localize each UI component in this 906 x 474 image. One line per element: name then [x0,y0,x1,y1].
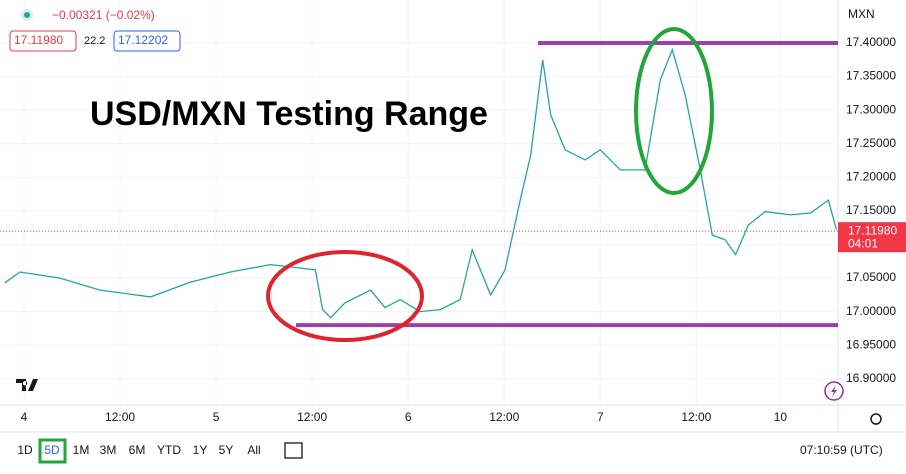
red-ellipse [266,250,424,342]
y-tick-label: 16.95000 [846,337,896,351]
bid-box[interactable] [9,30,77,52]
x-tick-label: 12:00 [297,410,327,424]
ask-box[interactable] [113,30,181,52]
y-tick-label: 17.00000 [846,304,896,318]
x-tick-label: 7 [597,410,604,424]
y-tick-label: 17.35000 [846,69,896,83]
date-range-icon[interactable] [284,442,303,459]
price-line [4,47,838,319]
range-button[interactable]: All [247,443,260,457]
range-active [38,438,67,464]
ask[interactable]: 17.12202 [118,33,168,47]
alert-icon [831,385,837,397]
range-button[interactable]: 1M [73,443,90,457]
y-tick-label: 16.90000 [846,371,896,385]
y-tick-label: 17.25000 [846,136,896,150]
green-ellipse [634,27,714,195]
range-button[interactable]: 5Y [219,443,234,457]
range-button[interactable]: 1D [17,443,33,457]
y-tick-label: 17.05000 [846,270,896,284]
x-tick-label: 10 [774,410,788,424]
status-dot [24,12,30,18]
range-button[interactable]: 3M [100,443,117,457]
currency[interactable]: MXN [848,7,875,21]
x-tick-label: 5 [213,410,220,424]
y-tick-label: 17.40000 [846,35,896,49]
price-change: −0.00321 (−0.02%) [52,8,155,22]
countdown: 04:01 [848,236,878,250]
spread: 22.2 [84,35,105,47]
toolbar: 1D 5D 1M 3M 6M YTD 1Y 5Y All [17,438,261,464]
y-tick-label: 17.15000 [846,203,896,217]
range-button[interactable]: 6M [129,443,146,457]
bid[interactable]: 17.11980 [14,33,63,47]
x-tick-label: 12:00 [105,410,135,424]
range-button[interactable]: YTD [157,443,181,457]
plot [0,40,838,328]
clock: 07:10:59 (UTC) [800,443,883,457]
range-button[interactable]: 5D [44,443,60,457]
annotation-title: USD/MXN Testing Range [90,95,488,133]
x-tick-label: 4 [21,410,28,424]
last-price-label: 17.11980 [848,223,897,237]
x-tick-label: 6 [405,410,412,424]
logo[interactable] [16,379,38,391]
range-button[interactable]: 1Y [193,443,208,457]
settings-icon[interactable] [870,413,882,425]
y-tick-label: 17.20000 [846,169,896,183]
y-tick-label: 17.30000 [846,102,896,116]
last-price-box [838,222,906,253]
x-tick-label: 12:00 [489,410,519,424]
x-tick-label: 12:00 [681,410,711,424]
